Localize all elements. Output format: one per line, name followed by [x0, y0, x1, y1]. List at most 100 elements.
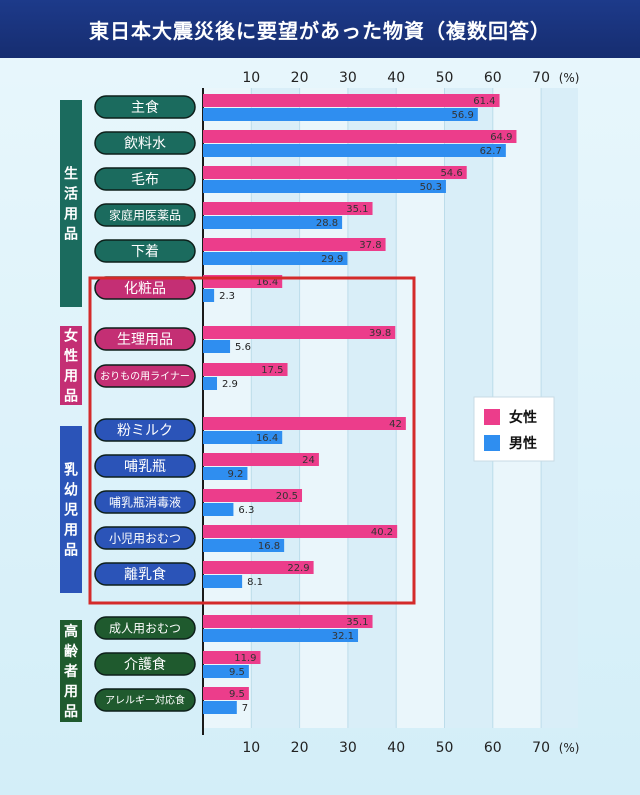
value-label-female: 39.8 — [369, 328, 391, 339]
x-tick-label-bottom: 50 — [436, 740, 454, 756]
group-label: 幼 — [64, 482, 78, 499]
category-pill — [94, 167, 196, 191]
category-pill — [94, 131, 196, 155]
bar-male — [203, 180, 446, 193]
group-label: 用 — [64, 369, 78, 385]
bar-female — [203, 453, 319, 466]
bar-female — [203, 615, 373, 628]
category-pill — [94, 364, 196, 388]
x-tick-label-top: 10 — [242, 70, 260, 86]
value-label-female: 40.2 — [371, 527, 393, 538]
value-label-male: 62.7 — [480, 146, 502, 157]
x-tick-label-bottom: 10 — [242, 740, 260, 756]
bar-female — [203, 166, 467, 179]
bar-male — [203, 252, 348, 265]
page-title: 東日本大震災後に要望があった物資（複数回答） — [0, 0, 640, 58]
category-label: 家庭用医薬品 — [109, 207, 181, 222]
value-label-female: 16.4 — [256, 277, 278, 288]
value-label-female: 20.5 — [276, 491, 298, 502]
value-label-male: 50.3 — [420, 182, 442, 193]
category-pill — [94, 203, 196, 227]
value-label-male: 16.8 — [258, 541, 280, 552]
category-label: 離乳食 — [124, 566, 166, 583]
category-pill — [94, 490, 196, 514]
value-label-female: 22.9 — [287, 563, 309, 574]
legend-label: 女性 — [509, 409, 537, 426]
category-label: 小児用おむつ — [109, 531, 181, 545]
x-unit-bottom: (%) — [559, 741, 580, 755]
group-label: 用 — [64, 684, 78, 700]
category-pill — [94, 616, 196, 640]
x-tick-label-bottom: 40 — [387, 740, 405, 756]
group-bar — [60, 620, 82, 722]
value-label-male: 16.4 — [256, 433, 278, 444]
value-label-male: 8.1 — [247, 577, 263, 588]
value-label-male: 29.9 — [321, 254, 343, 265]
bar-male — [203, 289, 215, 302]
value-label-male: 9.5 — [229, 667, 245, 678]
value-label-male: 2.9 — [222, 379, 238, 390]
x-unit-top: (%) — [559, 71, 580, 85]
bar-male — [203, 467, 248, 480]
bar-male — [203, 431, 283, 444]
group-label: 品 — [64, 543, 78, 559]
value-label-male: 9.2 — [228, 469, 244, 480]
bar-female — [203, 238, 386, 251]
group-label: 用 — [64, 207, 78, 223]
highlight-box — [88, 276, 416, 605]
category-label: 粉ミルク — [117, 423, 173, 439]
category-label: 介護食 — [124, 656, 166, 673]
category-pill — [94, 652, 196, 676]
bar-male — [203, 216, 343, 229]
bar-female — [203, 363, 288, 376]
category-pill — [94, 239, 196, 263]
category-pill — [94, 454, 196, 478]
group-label: 齢 — [64, 643, 79, 660]
bar-female — [203, 525, 398, 538]
group-label: 品 — [64, 704, 78, 720]
grid-band — [396, 88, 445, 728]
value-label-male: 32.1 — [332, 631, 354, 642]
value-label-female: 37.8 — [359, 240, 381, 251]
bar-female — [203, 202, 373, 215]
group-label: 高 — [64, 623, 78, 640]
value-label-female: 35.1 — [346, 204, 368, 215]
bar-female — [203, 326, 396, 339]
value-label-female: 54.6 — [440, 168, 462, 179]
category-pill — [94, 526, 196, 550]
value-label-female: 24 — [302, 455, 315, 466]
value-label-female: 61.4 — [473, 96, 495, 107]
bar-female — [203, 130, 517, 143]
category-label: 化粧品 — [124, 281, 166, 297]
x-tick-label-bottom: 20 — [291, 740, 309, 756]
category-pill — [94, 688, 196, 712]
category-pill — [94, 95, 196, 119]
value-label-female: 11.9 — [234, 653, 256, 664]
bar-female — [203, 651, 261, 664]
bar-male — [203, 629, 359, 642]
legend-label: 男性 — [509, 435, 537, 452]
bar-male — [203, 503, 234, 516]
x-tick-label-bottom: 30 — [339, 740, 357, 756]
group-bar — [60, 426, 82, 593]
category-pill — [94, 418, 196, 442]
group-bar — [60, 100, 82, 307]
bar-male — [203, 665, 249, 678]
legend-swatch — [484, 435, 500, 451]
bar-female — [203, 417, 406, 430]
bar-male — [203, 701, 237, 714]
bar-male — [203, 377, 218, 390]
value-label-male: 6.3 — [238, 505, 254, 516]
category-label: 哺乳瓶消毒液 — [109, 494, 181, 509]
group-label: 活 — [64, 186, 78, 203]
category-label: 下着 — [131, 244, 159, 260]
bar-female — [203, 94, 500, 107]
bar-male — [203, 144, 506, 157]
x-tick-label-bottom: 60 — [484, 740, 502, 756]
bar-male — [203, 539, 285, 552]
x-tick-label-top: 20 — [291, 70, 309, 86]
category-label: 飲料水 — [124, 136, 166, 152]
value-label-male: 28.8 — [316, 218, 338, 229]
group-label: 品 — [64, 227, 78, 243]
